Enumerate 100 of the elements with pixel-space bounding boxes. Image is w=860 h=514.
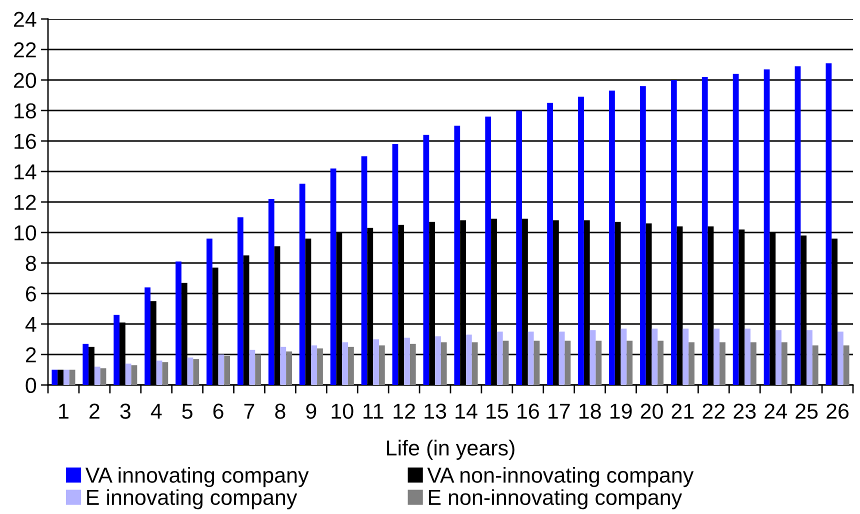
bar — [466, 334, 472, 385]
bar — [764, 69, 770, 385]
x-tick-label: 18 — [579, 404, 601, 419]
bar — [652, 328, 658, 385]
x-tick-label: 25 — [796, 404, 818, 419]
bar — [410, 344, 416, 385]
bar — [94, 366, 100, 385]
bar — [843, 345, 850, 385]
x-tick-label: 14 — [456, 404, 478, 419]
x-tick-label: 22 — [702, 404, 725, 419]
legend-label: E innovating company — [87, 489, 298, 510]
x-tick-label: 9 — [306, 404, 316, 419]
bar — [732, 74, 739, 385]
x-tick-label: 10 — [332, 404, 354, 419]
bar — [720, 342, 726, 385]
y-tick-label: 10 — [14, 225, 36, 241]
bar — [496, 332, 503, 385]
bar — [596, 340, 602, 385]
x-tick-label: 7 — [244, 404, 254, 419]
bar — [176, 261, 182, 385]
x-tick-label: 15 — [486, 404, 508, 419]
x-tick-label: 13 — [424, 404, 446, 419]
bar — [100, 368, 106, 385]
bar — [348, 346, 354, 385]
bar — [342, 342, 348, 385]
bar — [63, 370, 70, 385]
bar — [435, 336, 441, 385]
legend-label: VA innovating company — [85, 467, 309, 488]
bar — [162, 362, 168, 385]
x-tick-label: 26 — [826, 404, 849, 419]
bar — [330, 168, 336, 385]
y-tick-label: 24 — [14, 12, 36, 27]
bar — [206, 238, 212, 385]
x-tick-label: 12 — [394, 404, 415, 419]
bar — [502, 340, 509, 385]
legend-label: E non-innovating company — [428, 489, 682, 510]
x-tick-label: 24 — [764, 404, 787, 419]
bar — [156, 360, 162, 385]
bar — [590, 330, 596, 385]
x-axis-title: Life (in years) — [387, 440, 514, 460]
x-tick-label: 17 — [548, 404, 570, 419]
y-tick-label: 20 — [14, 72, 36, 88]
bar — [378, 345, 385, 385]
x-tick-label: 16 — [518, 404, 539, 419]
bar — [224, 356, 230, 385]
x-tick-label: 20 — [640, 404, 663, 419]
x-tick-label: 19 — [610, 404, 632, 419]
x-tick-label: 2 — [90, 404, 100, 419]
y-tick-label: 4 — [25, 316, 36, 332]
bar — [237, 217, 244, 385]
bar — [702, 76, 708, 385]
bar — [485, 116, 492, 385]
bar — [268, 198, 274, 385]
bar — [440, 342, 447, 385]
bar — [578, 96, 584, 385]
x-tick-label: 8 — [275, 404, 286, 419]
bar — [806, 330, 812, 385]
bar — [640, 86, 646, 385]
bar — [794, 66, 801, 385]
bar — [682, 328, 689, 385]
bar — [131, 365, 138, 385]
y-tick-label: 18 — [14, 103, 36, 119]
bar — [286, 351, 292, 385]
y-tick-label: 16 — [14, 134, 36, 150]
bar — [193, 359, 200, 385]
x-tick-label: 6 — [213, 404, 224, 419]
bar — [69, 370, 76, 385]
bar — [781, 342, 788, 385]
bar — [299, 184, 306, 385]
bar — [812, 345, 818, 385]
bar — [454, 126, 460, 385]
x-tick-label: 3 — [120, 404, 130, 419]
bar — [280, 346, 286, 385]
bar — [547, 102, 553, 385]
bar — [658, 340, 664, 385]
bar — [688, 342, 694, 385]
bar — [620, 328, 627, 385]
bar — [609, 90, 615, 385]
bar — [826, 63, 832, 385]
bar — [392, 144, 398, 385]
bar — [218, 354, 224, 385]
x-tick-label: 1 — [59, 404, 68, 419]
bar — [317, 348, 323, 385]
bar — [125, 364, 132, 385]
bar — [670, 80, 677, 385]
bar — [534, 340, 540, 385]
y-tick-label: 12 — [14, 194, 36, 210]
bar — [361, 156, 368, 385]
x-tick-label: 5 — [182, 404, 192, 419]
x-tick-label: 11 — [364, 404, 384, 419]
y-tick-label: 0 — [26, 378, 36, 394]
bar — [626, 340, 633, 385]
bar — [249, 350, 256, 385]
y-tick-label: 2 — [26, 347, 36, 362]
bar — [311, 345, 318, 385]
bar — [144, 287, 150, 385]
bar — [558, 332, 565, 385]
bar — [744, 328, 751, 385]
bar — [404, 338, 410, 385]
y-tick-label: 14 — [14, 164, 36, 180]
